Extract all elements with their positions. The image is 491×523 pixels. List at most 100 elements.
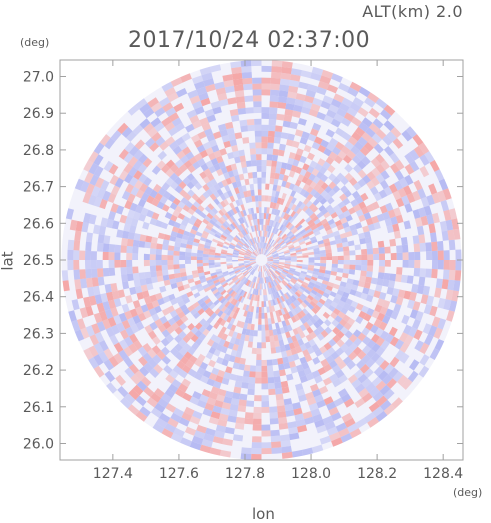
radar-cell [180, 293, 189, 301]
radar-cell [146, 283, 154, 291]
radar-cell [176, 150, 186, 160]
radar-cell [244, 263, 251, 266]
radar-cell [261, 383, 269, 390]
radar-cell [267, 276, 270, 283]
radar-cell [281, 180, 287, 188]
radar-cell [368, 386, 380, 398]
radar-cell [157, 232, 165, 240]
radar-cell [267, 261, 273, 265]
radar-cell [108, 299, 116, 310]
radar-cell [271, 265, 278, 269]
radar-cell [348, 342, 358, 352]
radar-cell [135, 98, 148, 110]
radar-cell [222, 245, 229, 250]
radar-cell [200, 375, 209, 384]
radar-cell [396, 252, 403, 260]
radar-cell [370, 277, 378, 285]
radar-cell [234, 422, 245, 430]
radar-cell [453, 280, 461, 292]
radar-cell [196, 260, 203, 264]
radar-cell [141, 192, 150, 202]
radar-cell [338, 285, 346, 292]
radar-cell [168, 273, 176, 280]
radar-cell [196, 256, 203, 260]
radar-cell [148, 307, 157, 317]
radar-cell [264, 264, 268, 271]
radar-cell [165, 177, 175, 186]
radar-cell [330, 98, 342, 108]
radar-cell [106, 218, 114, 229]
radar-cell [419, 154, 430, 166]
radar-cell [326, 256, 333, 260]
radar-cell [371, 215, 379, 224]
radar-cell [303, 321, 310, 330]
radar-cell [74, 230, 82, 241]
radar-cell [169, 310, 178, 318]
radar-cell [96, 260, 103, 269]
radar-cell [287, 282, 294, 288]
radar-cell [108, 163, 119, 175]
radar-cell [161, 204, 170, 212]
radar-cell [220, 326, 227, 334]
radar-cell [332, 185, 341, 194]
radar-cell [83, 296, 91, 308]
radar-cell [278, 422, 289, 430]
radar-cell [136, 380, 148, 392]
radar-cell [277, 411, 287, 418]
radar-cell [254, 225, 257, 232]
radar-cell [159, 315, 168, 325]
radar-cell [180, 275, 188, 282]
radar-cell [371, 133, 383, 144]
radar-cell [124, 310, 133, 320]
radar-cell [201, 122, 211, 131]
radar-cell [340, 433, 353, 443]
radar-cell [265, 250, 269, 256]
radar-cell [309, 212, 317, 220]
radar-cell [363, 313, 372, 322]
radar-cell [344, 417, 356, 428]
radar-cell [428, 183, 438, 195]
radar-cell [332, 260, 339, 264]
radar-cell [336, 224, 344, 231]
radar-cell [402, 252, 409, 260]
radar-cell [93, 154, 104, 166]
radar-cell [275, 291, 281, 298]
radar-cell [394, 349, 405, 361]
radar-cell [236, 320, 242, 328]
radar-cell [103, 348, 114, 360]
radar-cell [361, 327, 370, 337]
radar-cell [216, 188, 224, 196]
radar-cell [132, 246, 139, 254]
radar-cell [134, 179, 144, 190]
x-tick-label: 127.6 [159, 466, 199, 482]
radar-cell [268, 219, 273, 226]
radar-cell [286, 373, 294, 381]
radar-cell [446, 310, 455, 322]
radar-cell [299, 317, 307, 325]
radar-cell [261, 271, 263, 278]
radar-cell [401, 244, 409, 253]
radar-cell [194, 358, 203, 367]
radar-cell [304, 354, 313, 363]
radar-cell [93, 354, 104, 366]
radar-cell [239, 282, 245, 289]
radar-cell [159, 97, 171, 108]
radar-cell [428, 223, 436, 234]
radar-cell [264, 243, 267, 249]
radar-cell [173, 407, 185, 418]
radar-cell [273, 257, 280, 259]
radar-cell [170, 181, 179, 190]
radar-cell [212, 276, 219, 282]
radar-cell [237, 232, 243, 239]
radar-cell [329, 291, 337, 298]
radar-cell [281, 350, 288, 358]
radar-cell [206, 188, 214, 196]
radar-cell [357, 350, 367, 360]
radar-cell [306, 326, 314, 334]
radar-cell [451, 290, 459, 302]
radar-cell [290, 302, 297, 310]
radar-cell [204, 128, 213, 137]
radar-cell [193, 292, 201, 299]
radar-cell [119, 214, 128, 224]
radar-cell [346, 107, 358, 117]
